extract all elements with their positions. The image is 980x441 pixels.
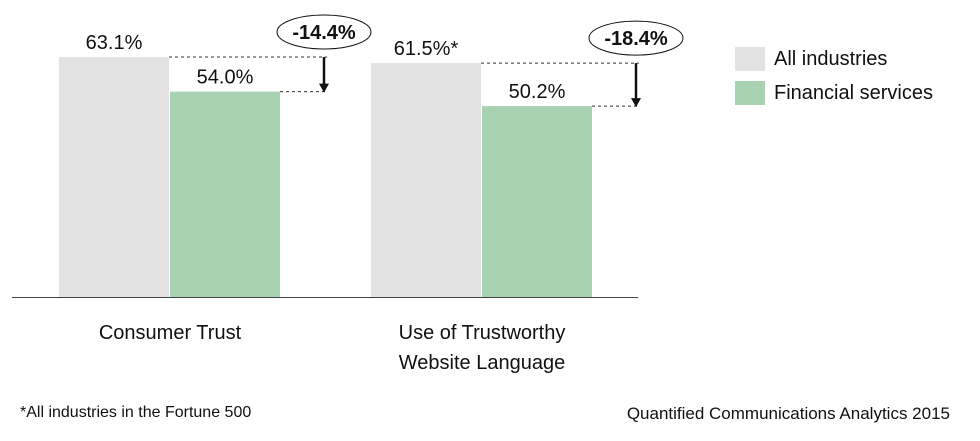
difference-ellipse-consumer-trust (276, 14, 372, 50)
legend-label-financial-services: Financial services (774, 81, 933, 104)
difference-arrowhead-use-of-trustworthy-website-language (631, 98, 641, 108)
legend: All industries Financial services (735, 42, 933, 110)
bar-all-industries-consumer-trust (59, 57, 169, 297)
difference-label-consumer-trust: -14.4% (292, 22, 356, 44)
difference-arrowhead-consumer-trust (319, 83, 329, 93)
legend-swatch-financial-services (735, 81, 765, 105)
category-label-trustworthy-language: Use of Trustworthy Website Language (362, 318, 602, 378)
bar-all-industries-use-of-trustworthy-website-language (371, 63, 481, 298)
category-label-line: Website Language (398, 352, 566, 374)
category-label-consumer-trust: Consumer Trust (60, 318, 280, 348)
data-label-financial-services-use-of-trustworthy-website-language: 50.2% (509, 81, 566, 103)
legend-item-all-industries: All industries (735, 42, 933, 76)
legend-item-financial-services: Financial services (735, 76, 933, 110)
footnote: *All industries in the Fortune 500 (20, 404, 252, 421)
source-note: Quantified Communications Analytics 2015 (626, 404, 950, 423)
data-label-financial-services-consumer-trust: 54.0% (197, 67, 254, 89)
category-label-line: Use of Trustworthy (398, 322, 566, 344)
bar-financial-services-use-of-trustworthy-website-language (482, 106, 592, 298)
difference-label-use-of-trustworthy-website-language: -18.4% (604, 28, 668, 50)
difference-ellipse-use-of-trustworthy-website-language (588, 20, 684, 56)
category-label-line: Consumer Trust (98, 322, 242, 344)
data-label-all-industries-consumer-trust: 63.1% (86, 32, 143, 54)
legend-swatch-all-industries (735, 47, 765, 71)
legend-label-all-industries: All industries (774, 47, 888, 70)
data-label-all-industries-use-of-trustworthy-website-language: 61.5%* (394, 38, 459, 60)
bar-financial-services-consumer-trust (170, 91, 280, 297)
